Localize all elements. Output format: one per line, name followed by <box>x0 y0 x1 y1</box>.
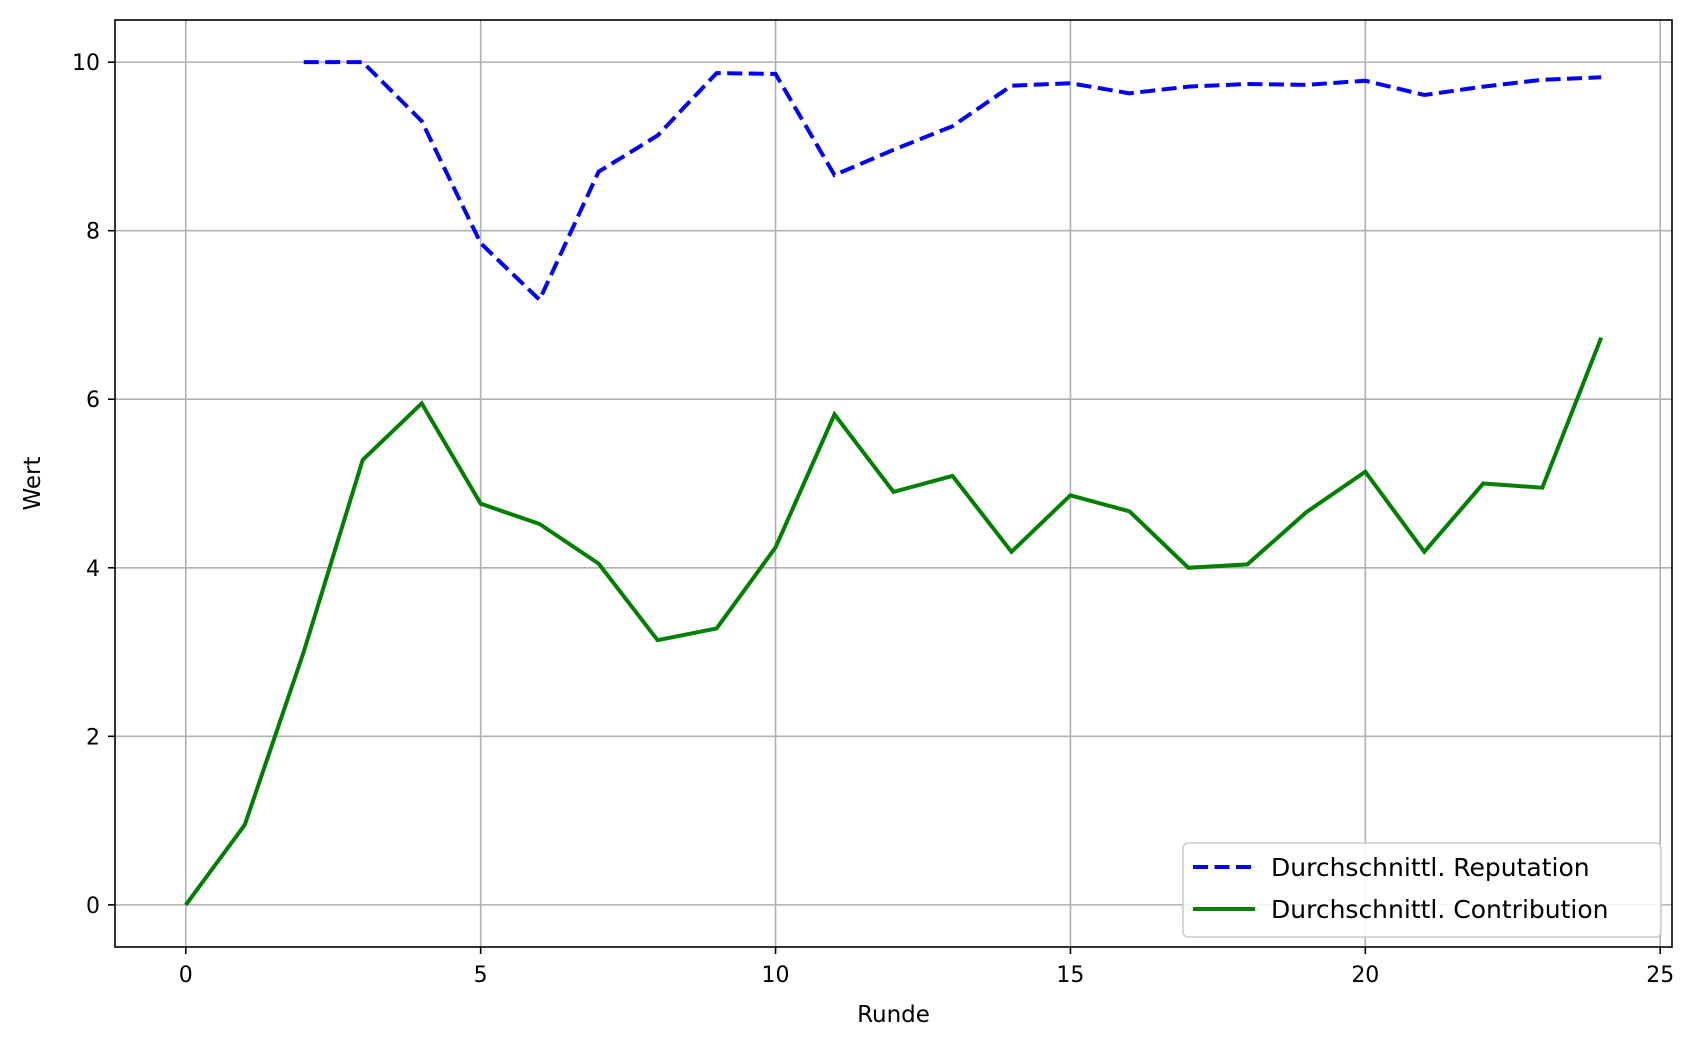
x-tick-label: 5 <box>474 963 488 988</box>
x-tick-label: 10 <box>762 963 790 988</box>
x-tick-label: 0 <box>179 963 193 988</box>
series-lines <box>184 60 1604 907</box>
series-line-1 <box>184 336 1604 907</box>
y-tick-label: 10 <box>72 51 100 76</box>
x-tick-label: 25 <box>1646 963 1674 988</box>
grid-lines <box>115 20 1672 947</box>
y-tick-label: 6 <box>86 388 100 413</box>
legend-label-0: Durchschnittl. Reputation <box>1271 853 1590 882</box>
legend: Durchschnittl. Reputation Durchschnittl. … <box>1182 842 1662 938</box>
y-tick-label: 8 <box>86 220 100 245</box>
legend-box <box>1182 842 1662 938</box>
x-tick-label: 20 <box>1351 963 1379 988</box>
legend-label-1: Durchschnittl. Contribution <box>1271 895 1609 924</box>
y-tick-label: 0 <box>86 894 100 919</box>
y-tick-label: 4 <box>86 557 100 582</box>
plot-frame <box>114 19 1673 948</box>
y-axis-label: Wert <box>20 456 46 510</box>
x-tick-label: 15 <box>1056 963 1084 988</box>
series-line-0 <box>303 60 1602 304</box>
y-tick-label: 2 <box>86 725 100 750</box>
x-axis-label: Runde <box>857 1002 930 1028</box>
axis-ticks: 0 5 10 15 20 25 0 2 4 6 8 10 <box>72 51 1674 988</box>
